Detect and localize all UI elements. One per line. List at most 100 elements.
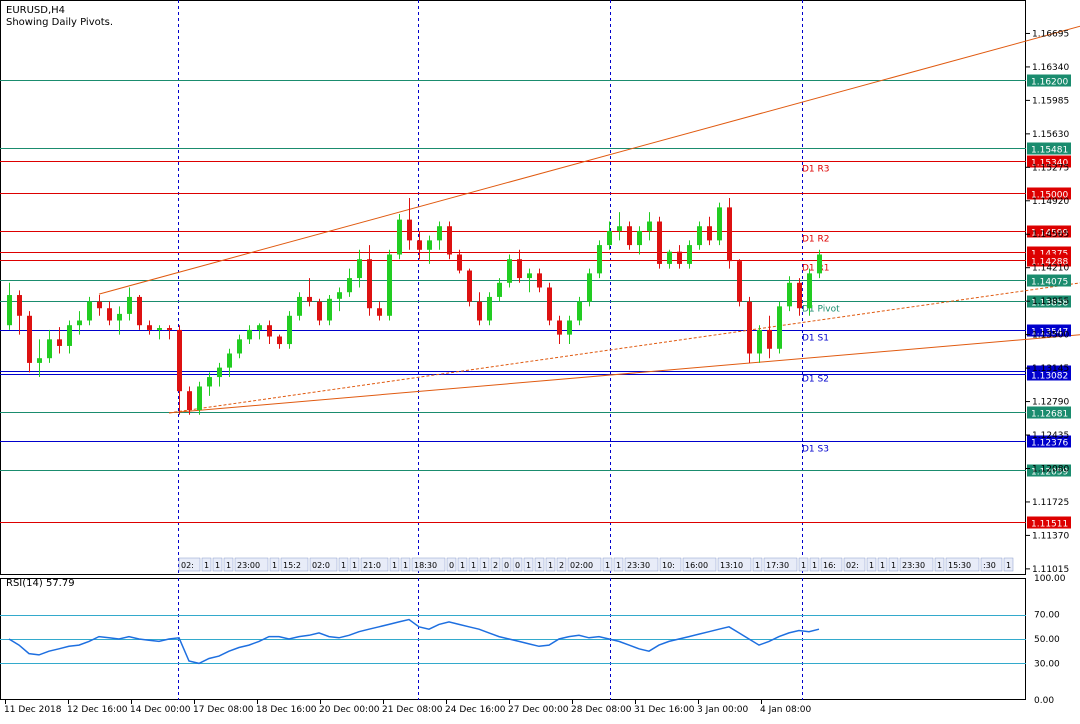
- price-tick-label: 1.16695: [1032, 29, 1069, 39]
- time-tick-label: 14 Dec 00:00: [130, 705, 191, 715]
- price-level-badge-text: 1.12376: [1031, 439, 1068, 449]
- price-level-badge: [1027, 295, 1071, 308]
- time-tick-label: 28 Dec 08:00: [571, 705, 632, 715]
- session-marker-text: 13:10: [720, 561, 743, 570]
- session-marker: [212, 557, 223, 572]
- price-level-badge-text: 1.15340: [1031, 159, 1068, 169]
- session-marker-text: 1: [869, 561, 874, 570]
- session-marker-text: 1: [548, 561, 553, 570]
- price-tick-label: 1.12790: [1032, 398, 1069, 408]
- price-level-badge: [1027, 368, 1071, 381]
- rsi-tick-label: 100.00: [1034, 574, 1066, 584]
- session-marker: [280, 557, 309, 572]
- session-marker-text: 1: [526, 561, 531, 570]
- time-tick-label: 17 Dec 08:00: [193, 705, 254, 715]
- candle-body: [97, 301, 102, 309]
- price-level-badge-text: 1.14075: [1031, 278, 1068, 288]
- candle-body: [637, 230, 642, 246]
- candle-body: [457, 254, 462, 271]
- time-tick-label: 11 Dec 2018: [4, 705, 62, 715]
- session-marker: [752, 557, 763, 572]
- candle-body: [107, 308, 112, 321]
- rsi-tick-label: 70.00: [1034, 611, 1060, 621]
- candle-body: [807, 273, 812, 309]
- pivot-level-tag: D1 Pivot: [802, 305, 840, 315]
- pivot-levels-layer: D1 R3 D1 R2 D1 R1 D1 Pivot D1 S1 D1 S2 D1 S3: [0, 80, 1026, 523]
- candle-body: [47, 339, 52, 359]
- session-marker-text: 02:0: [312, 561, 330, 570]
- time-tick-label: 24 Dec 16:00: [445, 705, 506, 715]
- candle-body: [307, 296, 312, 302]
- candle-body: [337, 292, 342, 299]
- candle-body: [37, 358, 42, 363]
- candle-body: [327, 298, 332, 321]
- session-marker: [1003, 557, 1014, 572]
- candle-body: [397, 219, 402, 255]
- session-marker-text: 1: [880, 561, 885, 570]
- session-marker: [360, 557, 389, 572]
- candles-layer: [7, 197, 822, 415]
- session-marker-text: 1: [215, 561, 220, 570]
- candle-body: [187, 391, 192, 411]
- candle-body: [557, 320, 562, 335]
- session-marker-text: 23:30: [902, 561, 925, 570]
- session-marker-text: 1: [226, 561, 231, 570]
- candle-body: [317, 301, 322, 321]
- candle-body: [477, 301, 482, 321]
- candle-body: [747, 301, 752, 354]
- session-marker: [338, 557, 349, 572]
- session-marker: [945, 557, 980, 572]
- candle-body: [407, 219, 412, 241]
- rsi-layer: [0, 615, 1026, 665]
- price-level-badge: [1027, 225, 1071, 238]
- time-tick-label: 12 Dec 16:00: [67, 705, 128, 715]
- price-level-badge-text: 1.13858: [1031, 299, 1068, 309]
- session-marker-text: 0: [504, 561, 509, 570]
- candle-body: [17, 295, 22, 316]
- trend-line: [168, 334, 1080, 414]
- price-level-badge: [1027, 74, 1071, 87]
- price-tick-label: 1.11015: [1032, 565, 1069, 575]
- price-tick-label: 1.11725: [1032, 498, 1069, 508]
- price-level-badge-text: 1.11511: [1031, 520, 1068, 530]
- price-tick-label: 1.14920: [1032, 197, 1069, 207]
- price-level-badge: [1027, 435, 1071, 448]
- candle-body: [357, 259, 362, 279]
- session-marker: [201, 557, 212, 572]
- candle-body: [367, 259, 372, 309]
- time-tick-label: 21 Dec 08:00: [382, 705, 443, 715]
- trend-line: [168, 282, 1080, 414]
- price-tick-label: 1.16340: [1032, 63, 1069, 73]
- session-marker-text: 23:00: [237, 561, 260, 570]
- candle-body: [277, 336, 282, 345]
- session-marker: [809, 557, 820, 572]
- candle-body: [297, 296, 302, 316]
- candle-body: [657, 221, 662, 264]
- candle-body: [647, 221, 652, 231]
- pivot-level-tag: D1 R1: [802, 264, 830, 274]
- candle-body: [27, 315, 32, 363]
- rsi-curve: [8, 618, 820, 665]
- session-marker: [556, 557, 567, 572]
- session-marker-text: 18:30: [414, 561, 437, 570]
- axis-layer: 1.162001.154811.153401.150001.145991.143…: [4, 29, 1071, 715]
- candle-body: [7, 295, 12, 326]
- price-tick-label: 1.15630: [1032, 130, 1069, 140]
- time-tick-label: 18 Dec 16:00: [256, 705, 317, 715]
- session-marker: [269, 557, 280, 572]
- main-panel-frame: [0, 0, 1026, 575]
- session-marker-text: 1: [937, 561, 942, 570]
- session-marker: [717, 557, 752, 572]
- price-level-badge-text: 1.14288: [1031, 258, 1068, 268]
- session-marker: [798, 557, 809, 572]
- session-marker-text: 1: [460, 561, 465, 570]
- candle-body: [177, 329, 182, 392]
- session-marker-text: 23:30: [627, 561, 650, 570]
- session-marker: [490, 557, 501, 572]
- session-marker-text: 1: [616, 561, 621, 570]
- session-marker-text: 17:30: [766, 561, 789, 570]
- candle-body: [257, 325, 262, 330]
- session-marker-text: 1: [403, 561, 408, 570]
